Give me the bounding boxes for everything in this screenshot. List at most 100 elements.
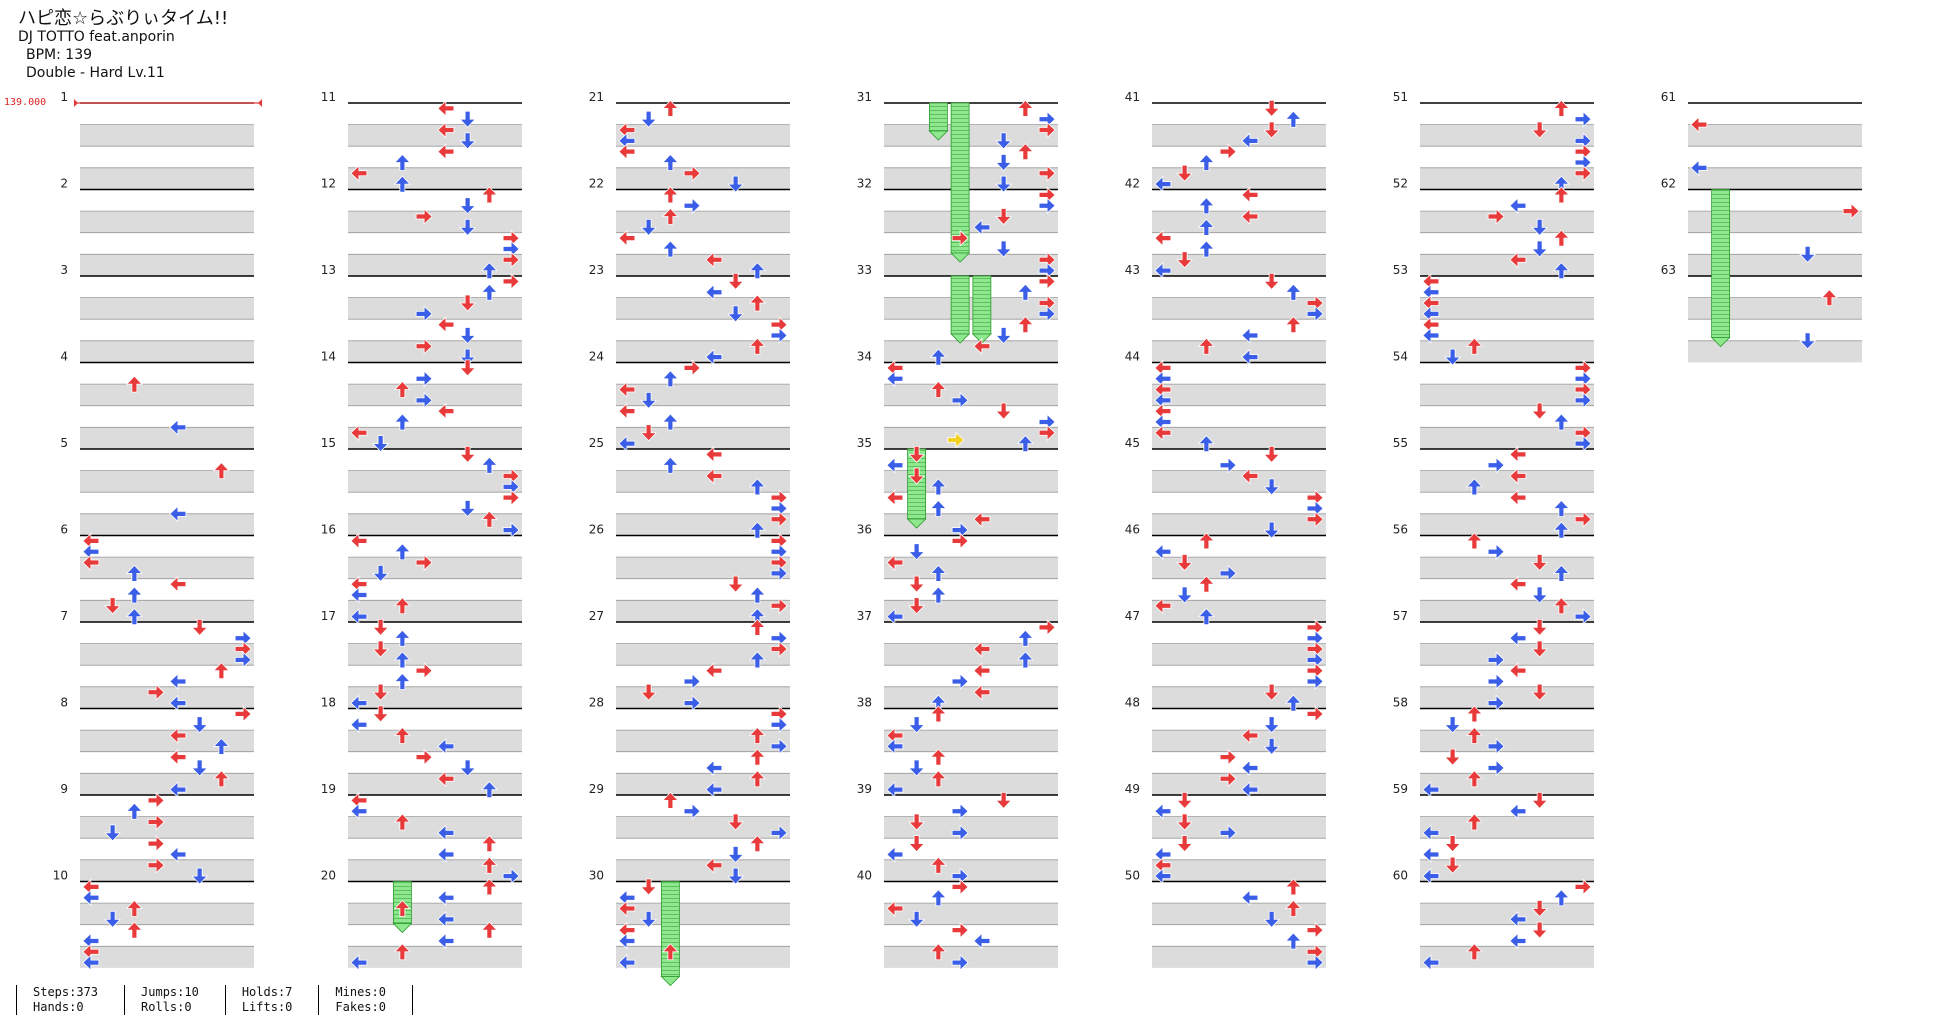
right-arrow-icon — [1574, 391, 1592, 409]
beat-stripe — [348, 297, 522, 320]
up-arrow-icon — [1016, 143, 1034, 161]
measure-number: 31 — [857, 90, 872, 104]
beat-stripe — [80, 254, 254, 276]
up-arrow-icon — [212, 770, 230, 788]
beat-stripe — [1420, 557, 1594, 579]
left-arrow-icon — [886, 370, 904, 388]
beat-stripe — [616, 946, 790, 968]
beat-stripe — [80, 557, 254, 579]
right-arrow-icon — [1219, 143, 1237, 161]
measure-number: 42 — [1125, 177, 1140, 191]
beat-stripe — [1420, 211, 1594, 233]
beat-stripe — [80, 297, 254, 320]
measure-24: 24 — [589, 350, 790, 449]
left-arrow-icon — [705, 348, 723, 366]
down-arrow-icon — [908, 813, 926, 831]
measure-number: 17 — [321, 609, 336, 623]
left-arrow-icon — [169, 781, 187, 799]
left-arrow-icon — [82, 554, 100, 571]
left-arrow-icon — [1154, 856, 1172, 874]
up-arrow-icon — [661, 240, 679, 258]
left-arrow-icon — [437, 889, 455, 907]
measure-number: 46 — [1125, 523, 1140, 537]
beat-stripe — [884, 903, 1058, 925]
up-arrow-icon — [661, 207, 679, 225]
left-arrow-icon — [886, 608, 904, 626]
up-arrow-icon — [125, 608, 143, 625]
down-arrow-icon — [995, 240, 1013, 258]
left-arrow-icon — [1509, 467, 1527, 485]
down-arrow-icon — [640, 424, 658, 442]
down-arrow-icon — [1531, 619, 1549, 636]
down-arrow-icon — [459, 359, 477, 377]
beat-stripe — [1420, 643, 1594, 666]
jumps-count: Jumps:10 — [141, 985, 199, 999]
beat-stripe — [1152, 427, 1326, 449]
up-arrow-icon — [661, 99, 679, 117]
up-arrow-icon — [480, 262, 498, 279]
up-arrow-icon — [661, 456, 679, 474]
down-arrow-icon — [104, 824, 122, 842]
down-arrow-icon — [1799, 245, 1817, 263]
measure-18: 18 — [321, 696, 522, 795]
measure-number: 10 — [53, 869, 68, 883]
up-arrow-icon — [1016, 283, 1034, 301]
left-arrow-icon — [618, 921, 636, 939]
right-arrow-icon — [1574, 435, 1592, 453]
right-arrow-icon — [1574, 510, 1592, 528]
measure-number: 41 — [1125, 90, 1140, 104]
right-arrow-icon — [1038, 305, 1056, 323]
beat-stripe — [80, 686, 254, 709]
song-info: ハピ恋☆らぶりぃタイム!! DJ TOTTO feat.anporin BPM:… — [18, 10, 228, 82]
beat-stripe — [1688, 340, 1862, 363]
down-arrow-icon — [1531, 586, 1549, 604]
down-arrow-icon — [459, 132, 477, 150]
measure-50: 50 — [1125, 869, 1326, 968]
beat-stripe — [884, 557, 1058, 579]
left-arrow-icon — [886, 737, 904, 755]
right-arrow-icon — [951, 954, 969, 972]
measure-21: 21 — [589, 90, 790, 190]
left-arrow-icon — [1154, 262, 1172, 280]
up-arrow-icon — [1016, 316, 1034, 334]
measure-number: 16 — [321, 523, 336, 537]
left-arrow-icon — [82, 532, 100, 550]
left-arrow-icon — [437, 846, 455, 863]
down-arrow-icon — [1444, 348, 1462, 366]
beat-stripe — [348, 211, 522, 233]
down-arrow-icon — [640, 878, 658, 896]
down-arrow-icon — [1263, 121, 1281, 139]
right-arrow-icon — [1219, 748, 1237, 766]
measure-number: 5 — [60, 436, 68, 450]
right-arrow-icon — [502, 251, 520, 269]
beat-stripe — [1152, 384, 1326, 406]
right-arrow-icon — [147, 813, 165, 831]
measure-61: 61 — [1661, 90, 1862, 190]
up-arrow-icon — [125, 899, 143, 917]
left-arrow-icon — [705, 781, 723, 799]
beat-stripe — [348, 903, 522, 925]
up-arrow-icon — [1465, 532, 1483, 550]
right-arrow-icon — [770, 716, 788, 734]
beat-stripe — [80, 600, 254, 622]
left-arrow-icon — [82, 543, 100, 561]
down-arrow-icon — [727, 273, 745, 290]
right-arrow-icon — [502, 867, 520, 885]
right-arrow-icon — [1487, 208, 1505, 225]
left-arrow-icon — [973, 640, 991, 658]
beat-stripe — [616, 513, 790, 536]
measure-number: 32 — [857, 177, 872, 191]
left-arrow-icon — [1241, 889, 1259, 907]
measure-number: 19 — [321, 782, 336, 796]
down-arrow-icon — [459, 500, 477, 518]
measure-36: 36 — [857, 523, 1058, 622]
right-arrow-icon — [147, 791, 165, 809]
down-arrow-icon — [1176, 251, 1194, 269]
down-arrow-icon — [459, 446, 477, 463]
beat-stripe — [1688, 124, 1862, 147]
right-arrow-icon — [683, 673, 701, 690]
left-arrow-icon — [1241, 781, 1259, 799]
up-arrow-icon — [480, 456, 498, 474]
left-arrow-icon — [1509, 802, 1527, 820]
measure-number: 53 — [1393, 263, 1408, 277]
